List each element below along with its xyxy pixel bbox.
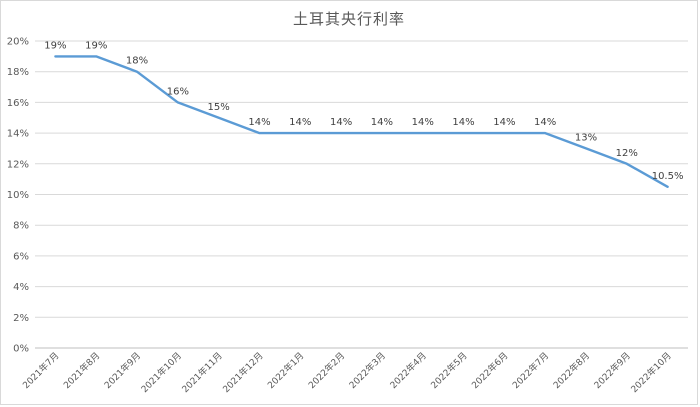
x-tick-label: 2021年9月 [102, 350, 143, 391]
x-tick-label: 2022年8月 [551, 350, 592, 391]
y-tick-label: 2% [13, 313, 29, 324]
x-tick-label: 2021年12月 [220, 350, 266, 396]
data-label: 14% [493, 117, 515, 128]
x-tick-label: 2022年7月 [510, 350, 551, 391]
data-label: 14% [452, 117, 474, 128]
x-tick-label: 2022年9月 [591, 350, 632, 391]
x-tick-label: 2022年10月 [628, 350, 674, 396]
data-label: 14% [289, 117, 311, 128]
data-label: 14% [371, 117, 393, 128]
data-label: 13% [575, 132, 597, 143]
y-tick-label: 14% [7, 129, 29, 140]
data-label: 12% [616, 148, 638, 159]
data-label: 18% [126, 56, 148, 67]
x-tick-label: 2022年3月 [347, 350, 388, 391]
x-tick-label: 2022年4月 [387, 350, 428, 391]
data-label: 14% [534, 117, 556, 128]
y-tick-label: 20% [7, 37, 29, 48]
data-label: 16% [167, 86, 189, 97]
x-tick-label: 2021年7月 [20, 350, 61, 391]
data-label: 19% [85, 40, 107, 51]
y-tick-label: 16% [7, 98, 29, 109]
y-tick-label: 6% [13, 251, 29, 262]
data-label: 15% [208, 102, 230, 113]
data-label: 14% [412, 117, 434, 128]
series-line [54, 55, 669, 189]
y-tick-label: 10% [7, 190, 29, 201]
data-label: 14% [248, 117, 270, 128]
y-tick-label: 18% [7, 67, 29, 78]
y-tick-label: 8% [13, 221, 29, 232]
x-tick-label: 2021年10月 [138, 350, 184, 396]
x-tick-label: 2022年5月 [428, 350, 469, 391]
chart-title: 土耳其央行利率 [292, 10, 405, 28]
y-tick-label: 12% [7, 159, 29, 170]
y-tick-label: 4% [13, 282, 29, 293]
data-label: 10.5% [652, 171, 684, 182]
x-tick-label: 2021年11月 [179, 350, 225, 396]
data-label: 19% [44, 40, 66, 51]
x-tick-label: 2022年6月 [469, 350, 510, 391]
y-tick-label: 0% [13, 344, 29, 355]
data-label: 14% [330, 117, 352, 128]
x-tick-label: 2022年2月 [306, 350, 347, 391]
x-tick-label: 2021年8月 [61, 350, 102, 391]
x-tick-label: 2022年1月 [265, 350, 306, 391]
